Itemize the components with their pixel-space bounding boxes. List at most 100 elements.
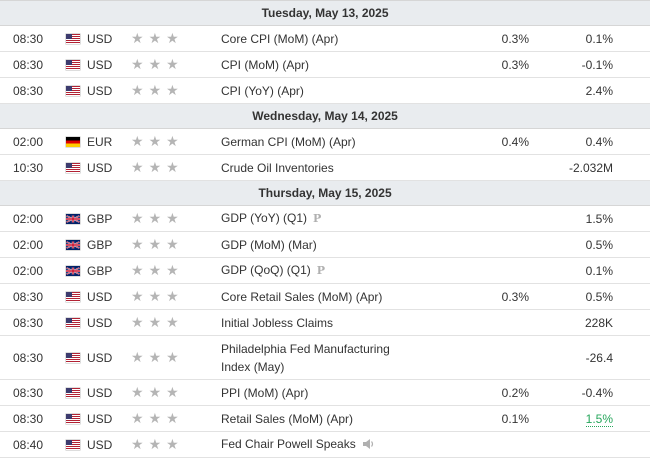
previous-value: 0.4%: [585, 134, 613, 149]
importance-stars: ★ ★ ★: [131, 288, 179, 305]
importance-stars: ★ ★ ★: [131, 82, 179, 99]
event-row[interactable]: 02:00 EUR ★ ★ ★ German CPI (MoM) (Apr) 0.4% 0.4…: [0, 128, 651, 155]
star-icon: ★: [166, 314, 179, 330]
event-cell[interactable]: Core Retail Sales (MoM) (Apr): [219, 283, 415, 310]
event-row[interactable]: 08:30 USD ★ ★ ★ CPI (MoM) (Apr) 0.3% -0.1%: [0, 51, 651, 78]
event-cell[interactable]: German CPI (MoM) (Apr): [219, 128, 415, 155]
currency-cell: USD: [66, 431, 131, 458]
day-date: Tuesday, May 13, 2025: [0, 0, 651, 26]
event-name[interactable]: Initial Jobless Claims: [221, 315, 334, 330]
star-icon: ★: [131, 82, 144, 98]
event-name[interactable]: CPI (YoY) (Apr): [221, 83, 304, 98]
forecast-value: [415, 154, 529, 181]
event-name[interactable]: Crude Oil Inventories: [221, 160, 334, 175]
star-icon: ★: [131, 384, 144, 400]
event-cell[interactable]: Fed Chair Powell Speaks: [219, 431, 415, 458]
currency-code: USD: [87, 315, 113, 330]
event-name[interactable]: PPI (MoM) (Apr): [221, 385, 309, 400]
importance-stars: ★ ★ ★: [131, 159, 179, 176]
forecast-value: 0.3%: [415, 283, 529, 310]
previous-value: -0.4%: [581, 385, 613, 400]
event-row[interactable]: 08:30 USD ★ ★ ★ CPI (YoY) (Apr) 2.4%: [0, 77, 651, 104]
event-cell[interactable]: Crude Oil Inventories: [219, 154, 415, 181]
importance-stars: ★ ★ ★: [131, 30, 179, 47]
event-row[interactable]: 08:40 USD ★ ★ ★ Fed Chair Powell Speaks: [0, 431, 651, 458]
event-name[interactable]: GDP (YoY) (Q1): [221, 211, 308, 225]
previous-value: 0.1%: [585, 31, 613, 46]
event-row[interactable]: 08:30 USD ★ ★ ★ Initial Jobless Claims 228K: [0, 309, 651, 336]
event-name[interactable]: Core Retail Sales (MoM) (Apr): [221, 289, 383, 304]
importance-stars: ★ ★ ★: [131, 349, 179, 366]
event-name[interactable]: Philadelphia Fed Manufacturing Index (Ma…: [221, 341, 390, 374]
importance-cell: ★ ★ ★: [131, 51, 219, 78]
event-cell[interactable]: CPI (MoM) (Apr): [219, 51, 415, 78]
event-row[interactable]: 08:30 USD ★ ★ ★ Core Retail Sales (MoM) (Apr)…: [0, 283, 651, 310]
currency-code: USD: [87, 385, 113, 400]
event-name[interactable]: Retail Sales (MoM) (Apr): [221, 411, 354, 426]
event-cell[interactable]: Retail Sales (MoM) (Apr): [219, 405, 415, 432]
star-icon: ★: [148, 410, 162, 426]
event-cell[interactable]: GDP (YoY) (Q1) P: [219, 205, 415, 232]
star-icon: ★: [148, 384, 162, 400]
event-name[interactable]: Fed Chair Powell Speaks: [221, 436, 356, 451]
event-row[interactable]: 10:30 USD ★ ★ ★ Crude Oil Inventories -2.032M: [0, 154, 651, 181]
event-cell[interactable]: Core CPI (MoM) (Apr): [219, 25, 415, 52]
event-cell[interactable]: CPI (YoY) (Apr): [219, 77, 415, 104]
previous-cell: [529, 431, 613, 458]
star-icon: ★: [131, 410, 144, 426]
event-row[interactable]: 02:00 GBP ★ ★ ★ GDP (YoY) (Q1) P 1.5%: [0, 205, 651, 232]
importance-stars: ★ ★ ★: [131, 410, 179, 427]
event-row[interactable]: 02:00 GBP ★ ★ ★ GDP (MoM) (Mar) 0.5%: [0, 231, 651, 258]
flag-gb-icon: [66, 213, 80, 224]
event-name[interactable]: GDP (QoQ) (Q1): [221, 263, 311, 277]
event-row[interactable]: 08:30 USD ★ ★ ★ Retail Sales (MoM) (Apr) 0.1% 1…: [0, 405, 651, 432]
event-cell[interactable]: Philadelphia Fed Manufacturing Index (Ma…: [219, 335, 415, 380]
star-icon: ★: [148, 314, 162, 330]
event-row[interactable]: 08:30 USD ★ ★ ★ Philadelphia Fed Manufacturin…: [0, 335, 651, 380]
currency-cell: GBP: [66, 257, 131, 284]
star-icon: ★: [148, 30, 162, 46]
spacer-cell: [613, 257, 651, 284]
star-icon: ★: [148, 82, 162, 98]
spacer-cell: [613, 77, 651, 104]
forecast-value: 0.1%: [415, 405, 529, 432]
star-icon: ★: [166, 159, 179, 175]
previous-cell: 0.1%: [529, 25, 613, 52]
event-name[interactable]: CPI (MoM) (Apr): [221, 57, 309, 72]
event-cell[interactable]: GDP (MoM) (Mar): [219, 231, 415, 258]
flag-gb-icon: [66, 265, 80, 276]
currency-cell: USD: [66, 283, 131, 310]
importance-cell: ★ ★ ★: [131, 154, 219, 181]
event-cell[interactable]: PPI (MoM) (Apr): [219, 379, 415, 406]
star-icon: ★: [148, 159, 162, 175]
spacer-cell: [613, 405, 651, 432]
currency-code: GBP: [87, 237, 113, 252]
previous-cell: 228K: [529, 309, 613, 336]
currency-code: GBP: [87, 263, 113, 278]
event-row[interactable]: 08:30 USD ★ ★ ★ PPI (MoM) (Apr) 0.2% -0.4%: [0, 379, 651, 406]
importance-cell: ★ ★ ★: [131, 77, 219, 104]
currency-cell: USD: [66, 379, 131, 406]
importance-cell: ★ ★ ★: [131, 257, 219, 284]
forecast-value: 0.2%: [415, 379, 529, 406]
event-row[interactable]: 02:00 GBP ★ ★ ★ GDP (QoQ) (Q1) P 0.1%: [0, 257, 651, 284]
star-icon: ★: [166, 410, 179, 426]
currency-cell: USD: [66, 405, 131, 432]
event-cell[interactable]: Initial Jobless Claims: [219, 309, 415, 336]
previous-cell: 2.4%: [529, 77, 613, 104]
forecast-value: [415, 231, 529, 258]
event-name[interactable]: German CPI (MoM) (Apr): [221, 134, 356, 149]
day-header: Wednesday, May 14, 2025: [0, 103, 651, 129]
currency-cell: USD: [66, 25, 131, 52]
previous-cell: -2.032M: [529, 154, 613, 181]
importance-stars: ★ ★ ★: [131, 314, 179, 331]
event-name[interactable]: GDP (MoM) (Mar): [221, 237, 317, 252]
flag-us-icon: [66, 413, 80, 424]
star-icon: ★: [148, 262, 162, 278]
spacer-cell: [613, 205, 651, 232]
event-row[interactable]: 08:30 USD ★ ★ ★ Core CPI (MoM) (Apr) 0.3% 0.1%: [0, 25, 651, 52]
previous-value: 0.5%: [585, 289, 613, 304]
event-name[interactable]: Core CPI (MoM) (Apr): [221, 31, 339, 46]
event-cell[interactable]: GDP (QoQ) (Q1) P: [219, 257, 415, 284]
